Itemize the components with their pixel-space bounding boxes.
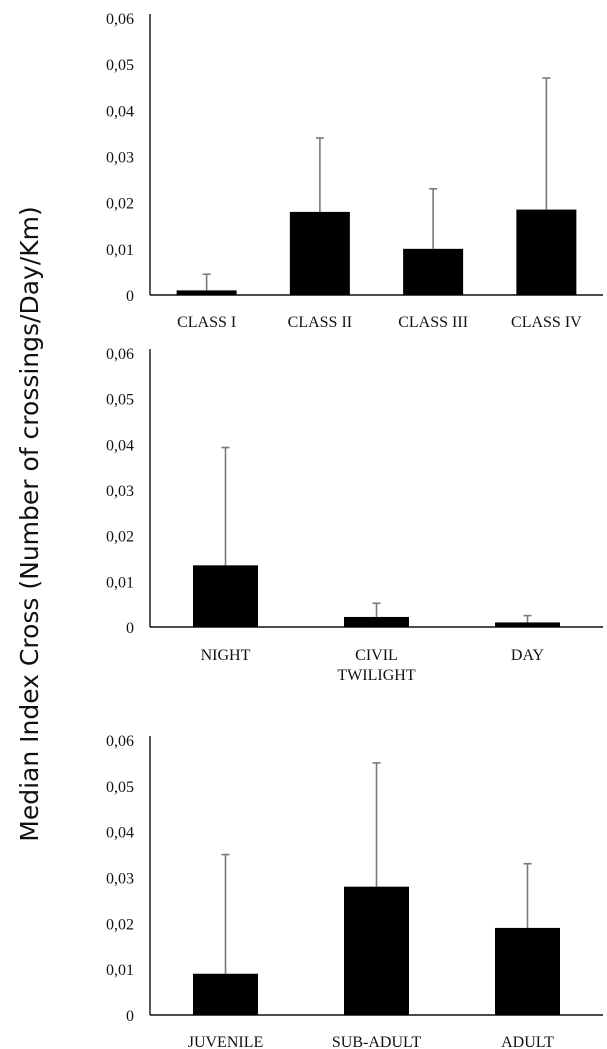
bar: [289, 211, 350, 295]
bar: [344, 886, 409, 1015]
category-label: CLASS II: [288, 314, 352, 331]
chart-panel-3: 0 0,01 0,02 0,03 0,04 0,05 0,06 JUVENILE SUB-ADU…: [106, 733, 603, 1049]
y-tick-label: 0,04: [106, 103, 134, 120]
y-tick-label: 0,03: [106, 871, 134, 888]
bar: [403, 248, 464, 295]
y-tick-label: 0,04: [106, 437, 134, 454]
y-tick-label: 0,04: [106, 825, 134, 842]
category-label: ADULT: [501, 1034, 554, 1049]
bar: [176, 290, 237, 295]
category-label: CIVIL: [355, 647, 398, 664]
y-tick-label: 0: [126, 1008, 134, 1025]
y-tick-label: 0: [126, 288, 134, 305]
category-label: TWILIGHT: [337, 667, 415, 684]
y-tick-label: 0,02: [106, 916, 134, 933]
y-tick-label: 0,01: [106, 242, 134, 259]
category-label: CLASS III: [398, 314, 468, 331]
category-label: JUVENILE: [188, 1034, 264, 1049]
y-axis-label: Median Index Cross (Number of crossings/…: [15, 206, 44, 842]
bar: [344, 616, 409, 627]
y-tick-label: 0,05: [106, 779, 134, 796]
bar: [193, 565, 258, 627]
y-tick-label: 0,03: [106, 483, 134, 500]
bar: [516, 209, 577, 295]
category-label: DAY: [511, 647, 545, 664]
y-tick-label: 0,05: [106, 392, 134, 409]
y-tick-label: 0: [126, 620, 134, 637]
y-tick-label: 0,01: [106, 574, 134, 591]
bar: [495, 927, 560, 1015]
y-tick-label: 0,03: [106, 150, 134, 167]
y-tick-label: 0,02: [106, 196, 134, 213]
y-tick-label: 0,05: [106, 57, 134, 74]
category-label: SUB-ADULT: [332, 1034, 421, 1049]
y-tick-label: 0,06: [106, 733, 134, 750]
y-tick-label: 0,02: [106, 529, 134, 546]
category-label: NIGHT: [201, 647, 251, 664]
bar: [495, 622, 560, 627]
category-label: CLASS IV: [511, 314, 582, 331]
y-tick-label: 0,06: [106, 346, 134, 363]
bar: [193, 973, 258, 1015]
category-label: CLASS I: [177, 314, 236, 331]
chart-panel-1: 0 0,01 0,02 0,03 0,04 0,05 0,06 CLASS I CLASS II…: [106, 11, 603, 331]
y-tick-label: 0,06: [106, 11, 134, 28]
chart-panel-2: 0 0,01 0,02 0,03 0,04 0,05 0,06 NIGHT CIVIL TWILI…: [106, 346, 603, 684]
y-tick-label: 0,01: [106, 962, 134, 979]
